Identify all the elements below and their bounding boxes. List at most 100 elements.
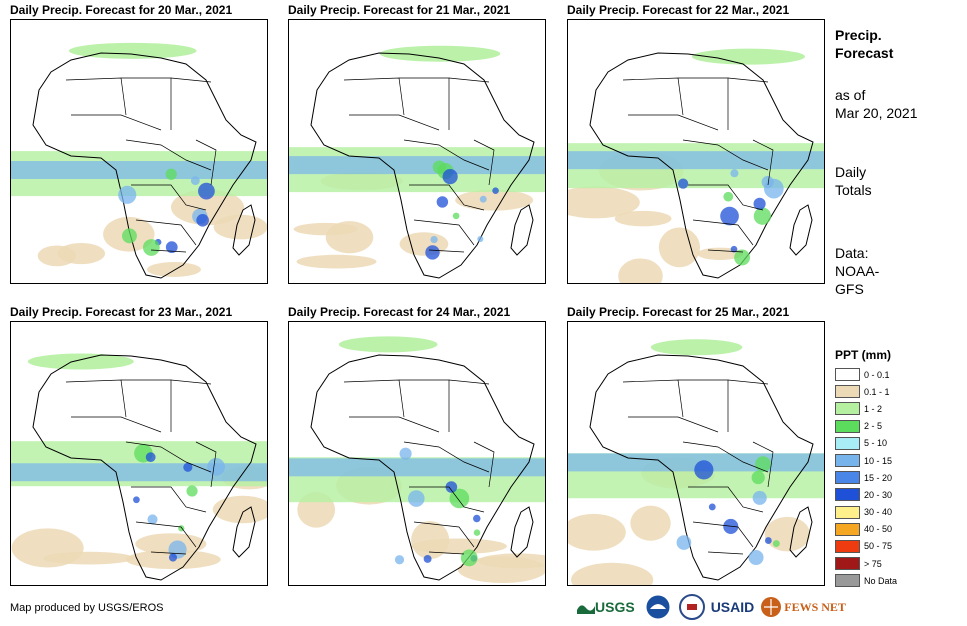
country-border — [473, 441, 495, 488]
as-of-date: as of Mar 20, 2021 — [835, 86, 918, 122]
legend-label: 10 - 15 — [864, 455, 893, 466]
north-rain-band — [68, 42, 197, 59]
rain-cell — [473, 529, 481, 536]
legend-label: 5 - 10 — [864, 438, 888, 449]
country-border — [403, 139, 490, 171]
rain-cell — [492, 187, 499, 194]
usgs-logo: USGS — [577, 599, 635, 615]
country-border — [622, 77, 684, 116]
rain-cell — [399, 447, 412, 460]
rain-cell — [764, 537, 772, 544]
legend-item: 2 - 5 — [835, 418, 897, 435]
data-line1: Data: — [835, 245, 869, 261]
country-border — [409, 184, 485, 211]
legend-swatch — [835, 522, 860, 536]
country-border — [692, 219, 754, 246]
legend-swatch — [835, 454, 860, 468]
legend-item: 30 - 40 — [835, 504, 897, 521]
map-canvas — [289, 45, 545, 279]
map-canvas — [568, 48, 824, 283]
dry-patch — [42, 551, 135, 565]
legend-item: 40 - 50 — [835, 521, 897, 538]
north-rain-band — [379, 45, 501, 62]
africa-outline — [32, 354, 257, 581]
country-border — [692, 521, 754, 548]
legend-label: 30 - 40 — [864, 507, 893, 518]
country-border — [71, 114, 162, 131]
rain-cell — [752, 490, 767, 505]
dry-patch — [411, 538, 507, 555]
africa-outline — [32, 52, 257, 279]
rain-cell — [694, 460, 714, 480]
rain-cell — [763, 178, 784, 199]
country-border — [135, 521, 197, 548]
rain-cell — [121, 228, 137, 244]
country-border — [349, 416, 440, 433]
rain-cell — [708, 503, 716, 511]
sidebar-title-line1: Precip. — [835, 27, 882, 43]
legend-item: 5 - 10 — [835, 435, 897, 452]
data-source: Data: NOAA- GFS — [835, 244, 879, 298]
dry-patch — [296, 254, 377, 269]
legend-swatch — [835, 471, 860, 485]
legend-label: 50 - 75 — [864, 541, 893, 552]
madagascar-outline — [510, 506, 534, 558]
rain-cell — [748, 550, 764, 566]
usaid-logo-text: USAID — [710, 599, 755, 615]
panel-title: Daily Precip. Forecast for 20 Mar., 2021 — [10, 3, 233, 17]
noaa-logo-icon — [645, 594, 671, 620]
dry-patch — [37, 245, 77, 267]
legend-swatch — [835, 419, 860, 433]
panel-title: Daily Precip. Forecast for 23 Mar., 2021 — [10, 305, 233, 319]
legend-label: 2 - 5 — [864, 421, 883, 432]
rain-cell — [436, 196, 449, 208]
legend-label: 15 - 20 — [864, 472, 893, 483]
rain-cell — [430, 235, 438, 244]
rain-cell — [190, 176, 200, 186]
legend-label: 0.1 - 1 — [864, 386, 890, 397]
legend-item: No Data — [835, 572, 897, 589]
rain-cell — [133, 496, 140, 504]
country-border — [121, 379, 172, 432]
rain-cell — [753, 197, 766, 210]
as-of-value: Mar 20, 2021 — [835, 105, 918, 121]
country-border — [399, 77, 450, 130]
dry-patch — [658, 227, 701, 268]
country-border — [349, 114, 440, 131]
country-border — [707, 249, 744, 253]
country-border — [428, 551, 465, 555]
country-border — [343, 77, 405, 116]
legend-swatch — [835, 436, 860, 450]
legend-swatch — [835, 368, 860, 382]
country-border — [170, 379, 212, 385]
dry-patch — [571, 562, 654, 585]
dry-patch — [455, 189, 534, 211]
country-border — [121, 77, 172, 130]
rain-cell — [186, 485, 198, 497]
country-border — [688, 184, 764, 211]
precip-map — [567, 19, 825, 284]
fews-globe-icon — [761, 597, 782, 617]
legend-swatch — [835, 574, 860, 588]
equatorial-rain-core — [11, 463, 267, 482]
country-border — [403, 441, 490, 473]
legend-item: 0.1 - 1 — [835, 383, 897, 400]
legend-item: 50 - 75 — [835, 538, 897, 555]
precip-map — [10, 19, 268, 284]
rain-cell — [145, 452, 156, 463]
country-border — [688, 486, 764, 513]
precip-map — [288, 19, 546, 284]
rain-cell — [442, 169, 458, 185]
country-border — [399, 379, 450, 432]
legend-item: 15 - 20 — [835, 469, 897, 486]
country-border — [622, 379, 684, 418]
map-canvas — [289, 336, 545, 584]
rain-cell — [423, 554, 432, 563]
country-border — [125, 139, 212, 171]
legend-item: 20 - 30 — [835, 486, 897, 503]
country-border — [752, 139, 774, 186]
as-of-label: as of — [835, 87, 866, 103]
rain-cell — [165, 241, 178, 254]
dry-patch — [399, 232, 449, 256]
country-border — [682, 441, 769, 473]
